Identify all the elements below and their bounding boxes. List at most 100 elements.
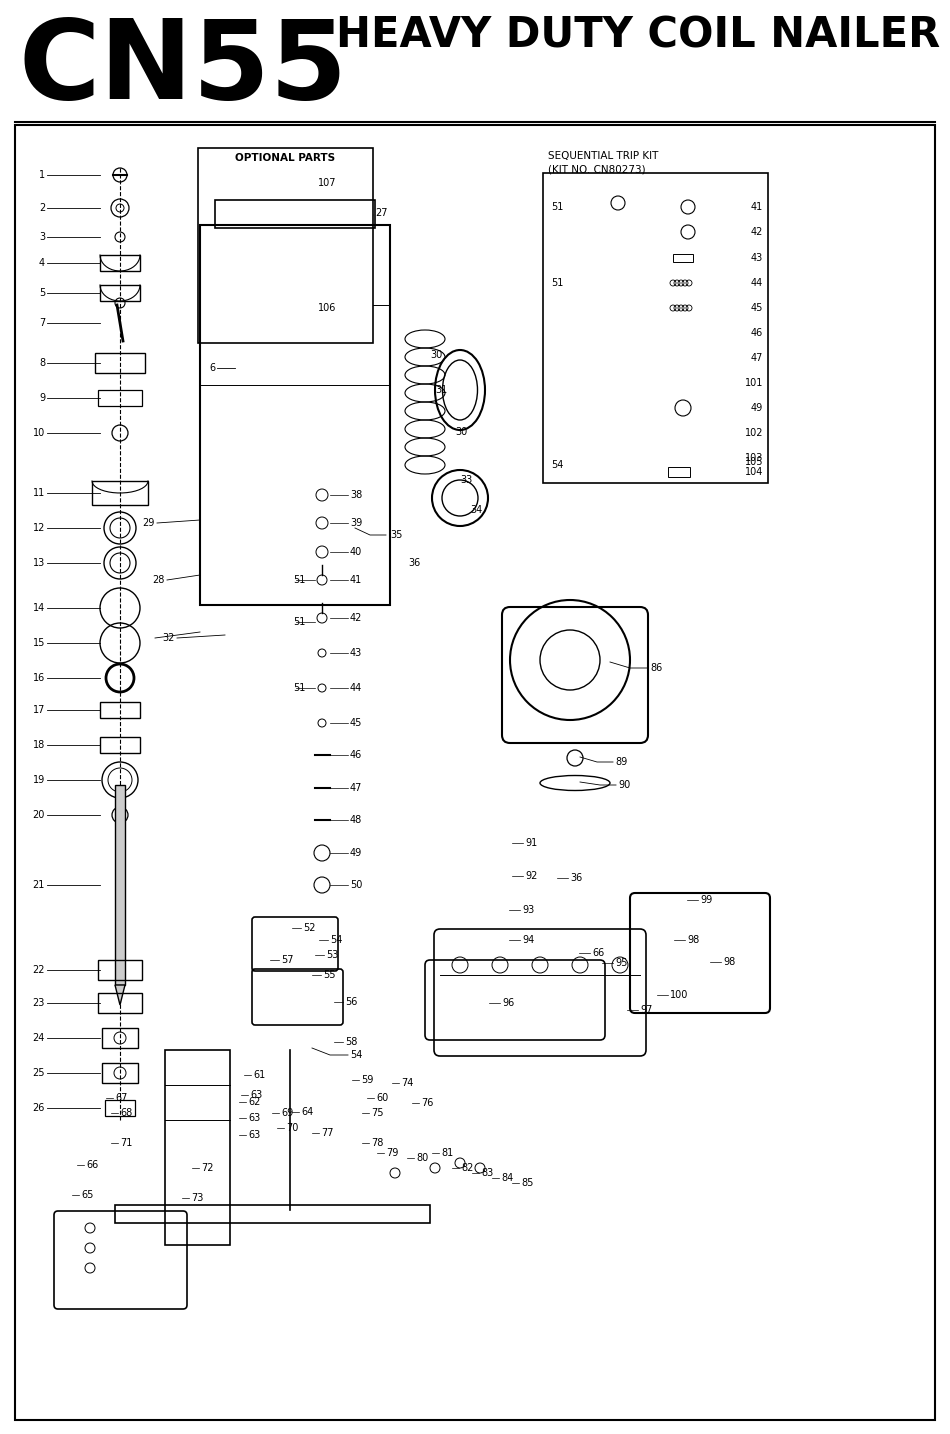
Text: 106: 106 [318,303,336,313]
Text: 48: 48 [350,815,362,825]
Text: 43: 43 [350,648,362,658]
Text: 2: 2 [39,204,45,214]
Text: 28: 28 [153,575,165,585]
Text: 14: 14 [32,604,45,612]
Text: 36: 36 [408,558,420,568]
Text: 1: 1 [39,171,45,181]
Bar [198,148,373,343]
Text: 16: 16 [32,673,45,683]
Text: 25: 25 [32,1068,45,1078]
Text: 51: 51 [293,575,305,585]
Text: 36: 36 [570,873,582,883]
Text: 44: 44 [350,683,362,693]
Text: 39: 39 [350,518,362,528]
Text: 96: 96 [502,998,514,1008]
Text: 23: 23 [32,998,45,1008]
Text: HEAVY DUTY COIL NAILER: HEAVY DUTY COIL NAILER [335,14,940,57]
Text: 22: 22 [32,965,45,975]
Text: 93: 93 [522,905,534,915]
Text: 3: 3 [39,232,45,242]
Text: 51: 51 [293,683,305,693]
Text: CN55: CN55 [18,14,347,122]
Text: 24: 24 [32,1032,45,1043]
Bar [102,1063,138,1083]
Text: 75: 75 [371,1108,384,1119]
Text: 94: 94 [522,935,534,945]
Text: 79: 79 [386,1149,398,1159]
Text: 56: 56 [345,997,357,1007]
Text: 41: 41 [350,575,362,585]
Text: 101: 101 [745,379,763,389]
Text: 81: 81 [441,1149,453,1159]
Text: 7: 7 [39,318,45,328]
Text: 29: 29 [142,518,155,528]
Text: 74: 74 [401,1078,413,1088]
Text: 61: 61 [253,1070,265,1080]
Bar [100,255,140,271]
Text: 57: 57 [281,955,294,965]
Bar [102,1028,138,1048]
Text: 26: 26 [32,1103,45,1113]
Text: 12: 12 [32,523,45,533]
Text: 105: 105 [745,457,763,467]
Text: 17: 17 [32,706,45,716]
Text: 80: 80 [416,1153,428,1163]
Text: 55: 55 [323,969,335,979]
Bar [105,1100,135,1116]
Bar [165,1050,230,1245]
Bar [100,703,140,718]
Text: SEQUENTIAL TRIP KIT: SEQUENTIAL TRIP KIT [548,151,658,161]
Text: 47: 47 [350,783,362,793]
Text: 33: 33 [460,475,472,485]
Text: 53: 53 [326,949,338,959]
Text: 83: 83 [481,1169,493,1177]
Bar [95,353,145,373]
Text: 98: 98 [723,956,735,967]
Text: 47: 47 [750,353,763,363]
Text: 18: 18 [32,740,45,750]
Text: 73: 73 [191,1193,203,1203]
Text: 45: 45 [350,718,362,728]
Text: 40: 40 [350,546,362,556]
Bar [92,480,148,505]
Text: 107: 107 [318,178,336,188]
Text: 78: 78 [371,1139,384,1149]
Text: 43: 43 [750,252,763,262]
Text: 42: 42 [750,227,763,237]
Text: 42: 42 [350,612,362,622]
Text: 82: 82 [461,1163,473,1173]
Text: 46: 46 [750,328,763,338]
Text: 66: 66 [592,948,604,958]
Text: 19: 19 [32,774,45,784]
Text: 45: 45 [750,303,763,313]
Bar [215,199,375,228]
Bar [100,285,140,301]
Text: 49: 49 [750,403,763,413]
Text: 30: 30 [430,350,443,360]
Text: 86: 86 [650,663,662,673]
Text: 44: 44 [750,278,763,288]
Text: 84: 84 [501,1173,513,1183]
Text: 66: 66 [86,1160,98,1170]
Text: 38: 38 [350,490,362,500]
Text: 103: 103 [745,453,763,463]
Text: 5: 5 [39,288,45,298]
Text: 62: 62 [248,1097,260,1107]
Text: 91: 91 [525,837,538,847]
Text: 71: 71 [120,1139,132,1149]
Text: 15: 15 [32,638,45,648]
Text: 60: 60 [376,1093,389,1103]
Text: 6: 6 [209,363,215,373]
Text: 72: 72 [201,1163,214,1173]
Text: 97: 97 [640,1005,653,1015]
Text: 20: 20 [32,810,45,820]
Text: 95: 95 [615,958,627,968]
Bar [98,959,142,979]
Text: 67: 67 [115,1093,127,1103]
Text: 54: 54 [330,935,342,945]
Text: 63: 63 [248,1113,260,1123]
Text: 35: 35 [390,531,403,541]
Text: 76: 76 [421,1098,433,1108]
Text: 102: 102 [745,427,763,437]
Text: 58: 58 [345,1037,357,1047]
